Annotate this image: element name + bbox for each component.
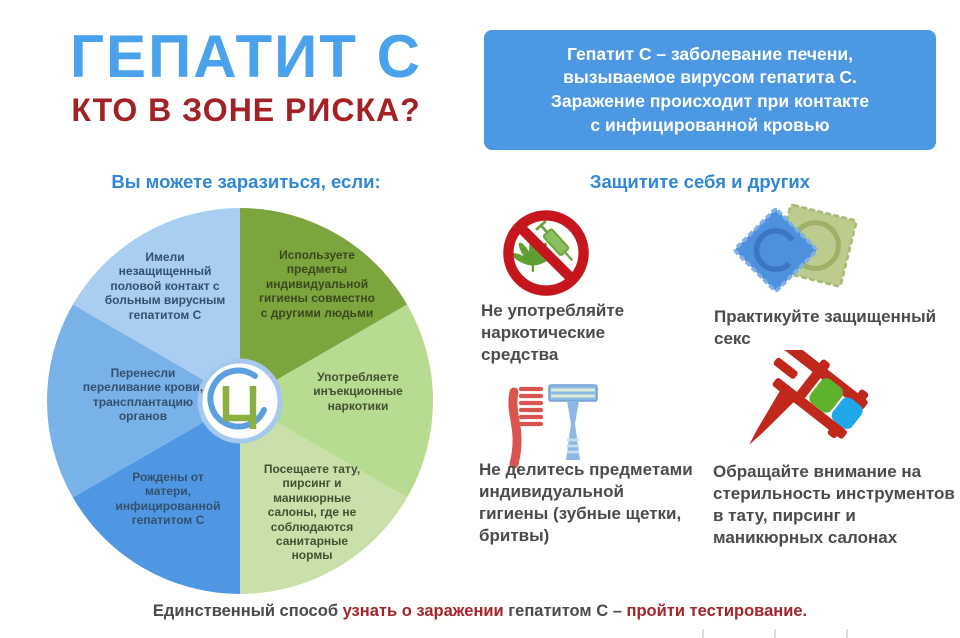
protect-text-sterile-tools: Обращайте внимание на стерильность инстр… [713, 462, 955, 548]
footer-part-1: Единственный способ [152, 602, 343, 620]
footer-part-4: пройти тестирование. [626, 602, 808, 620]
pie-slice-right [240, 304, 433, 498]
toothbrush-razor-icon [481, 372, 603, 472]
protect-text-no-drugs: Не употребляйте наркотические средства [481, 301, 625, 365]
hepatitis-info-box: Гепатит С – заболевание печени, вызываем… [484, 30, 936, 150]
protect-text-safe-sex: Практикуйте защищенный секс [714, 307, 937, 349]
footer-testing-note: Единственный способ узнать о заражении г… [0, 602, 960, 621]
cropped-watermark-remnant [632, 629, 870, 638]
page-title: ГЕПАТИТ С [70, 23, 422, 90]
pie-label-shared-hygiene: Используете предметы индивидуальной гиги… [259, 248, 375, 320]
pie-slice-top-right [240, 208, 408, 401]
page-subtitle: КТО В ЗОНЕ РИСКА? [71, 92, 421, 128]
toothbrush-icon [508, 386, 544, 469]
protect-section-heading: Защитите себя и других [589, 171, 811, 192]
center-logo-icon [197, 358, 283, 444]
pie-slice-bottom-right [240, 401, 408, 594]
pie-label-blood-transfusion: Перенесли переливание крови, транспланта… [82, 366, 204, 424]
pie-chart-svg [47, 208, 433, 594]
info-box-text: Гепатит С – заболевание печени, вызываем… [550, 43, 870, 135]
tattoo-machine-icon [728, 339, 870, 472]
protect-text-hygiene-items: Не делитесь предметами индивидуальной ги… [479, 460, 693, 546]
pie-slice-bottom-left [72, 401, 240, 594]
pie-label-tattoo-salons: Посещаете тату, пирсинг и маникюрные сал… [263, 462, 361, 563]
footer-part-2: узнать о заражении [342, 602, 509, 620]
pie-slice-left [47, 304, 241, 498]
condom-packets-icon [722, 197, 867, 305]
risk-section-heading: Вы можете заразиться, если: [111, 171, 381, 192]
razor-icon [548, 384, 598, 460]
no-drugs-prohibition-icon [499, 206, 593, 300]
pie-slice-top-left [72, 208, 240, 401]
risk-pie-chart: Имели незащищенный половой контакт с бол… [45, 206, 435, 596]
footer-part-3: гепатитом С – [508, 602, 627, 620]
pie-label-injection-drugs: Употребляете инъекционные наркотики [313, 370, 403, 413]
pie-label-unprotected-sex: Имели незащищенный половой контакт с бол… [104, 250, 226, 322]
pie-label-born-from-mother: Рождены от матери, инфицированной гепати… [115, 470, 221, 528]
